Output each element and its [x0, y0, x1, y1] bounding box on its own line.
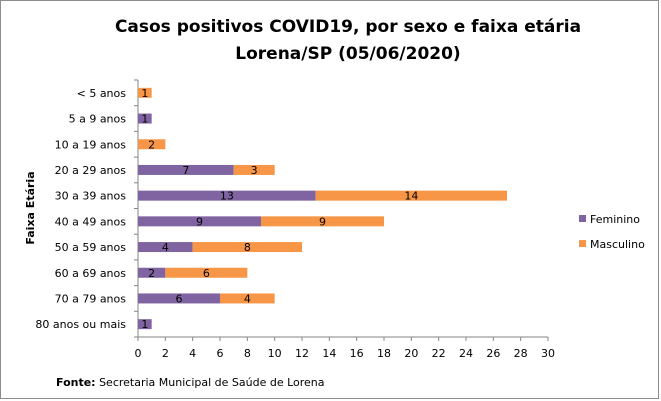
chart-title-line-1: Casos positivos COVID19, por sexo e faix…: [115, 17, 581, 37]
data-label-masculino-30-a-39-anos: 14: [404, 190, 418, 203]
data-label-feminino-70-a-79-anos: 6: [176, 292, 183, 305]
data-label-feminino-80-anos-ou-mais: 1: [141, 318, 148, 331]
x-tick-label-28: 28: [514, 347, 528, 360]
bar-feminino-30-a-39-anos: [138, 190, 316, 201]
source-note: Fonte: Secretaria Municipal de Saúde de …: [56, 376, 325, 389]
x-tick-label-10: 10: [268, 347, 282, 360]
plot-area: < 5 anos 5 a 9 anos 10 a 19 anos 20 a 29 an…: [35, 79, 555, 360]
bar-masculino-40-a-49-anos: [261, 216, 384, 227]
source-label: Fonte:: [56, 376, 96, 389]
x-tick-label-26: 26: [486, 347, 500, 360]
x-tick-label-4: 4: [189, 347, 196, 360]
y-tick-label-40-a-49-anos: 40 a 49 anos: [55, 215, 127, 228]
legend-swatch-feminino: [579, 215, 586, 222]
x-tick-label-8: 8: [244, 347, 251, 360]
legend: Feminino Masculino: [579, 213, 645, 251]
bar-masculino-60-a-69-anos: [165, 267, 248, 278]
y-tick-label-20-a-29-anos: 20 a 29 anos: [55, 164, 127, 177]
chart-title-line-2: Lorena/SP (05/06/2020): [235, 44, 460, 64]
x-tick-label-18: 18: [377, 347, 391, 360]
data-label-feminino-5-a-9-anos: 1: [141, 113, 148, 126]
y-tick-label-10-a-19-anos: 10 a 19 anos: [55, 138, 127, 151]
legend-label-feminino: Feminino: [590, 213, 640, 226]
bar-masculino-10-a-19-anos: [138, 139, 166, 150]
x-tick-label-20: 20: [404, 347, 418, 360]
bar-feminino-50-a-59-anos: [138, 242, 193, 253]
y-axis-title: Faixa Etária: [24, 171, 37, 244]
y-tick-label-30-a-39-anos: 30 a 39 anos: [55, 190, 127, 203]
y-tick-label-50-a-59-anos: 50 a 59 anos: [55, 241, 127, 254]
bar-masculino-70-a-79-anos: [220, 293, 275, 304]
data-label-feminino-50-a-59-anos: 4: [162, 241, 169, 254]
data-label-feminino-20-a-29-anos: 7: [182, 164, 189, 177]
data-label-feminino-60-a-69-anos: 2: [148, 267, 155, 280]
x-tick-label-16: 16: [350, 347, 364, 360]
y-tick-label-70-a-79-anos: 70 a 79 anos: [55, 292, 127, 305]
x-tick-label-24: 24: [459, 347, 473, 360]
y-tick-label-80-anos-ou-mais: 80 anos ou mais: [35, 318, 126, 331]
data-label-masculino-20-a-29-anos: 3: [251, 164, 258, 177]
x-tick-label-0: 0: [135, 347, 142, 360]
data-label-masculino-40-a-49-anos: 9: [319, 215, 326, 228]
data-label-feminino-40-a-49-anos: 9: [196, 215, 203, 228]
x-tick-label-14: 14: [322, 347, 336, 360]
data-label-masculino-60-a-69-anos: 6: [203, 267, 210, 280]
legend-label-masculino: Masculino: [590, 238, 645, 251]
y-tick-label-60-a-69-anos: 60 a 69 anos: [55, 267, 127, 280]
bar-feminino-20-a-29-anos: [138, 164, 234, 175]
x-tick-label-6: 6: [217, 347, 224, 360]
bar-feminino-60-a-69-anos: [138, 267, 166, 278]
bar-feminino-80-anos-ou-mais: [138, 319, 152, 330]
legend-swatch-masculino: [579, 240, 586, 247]
data-label-masculino-70-a-79-anos: 4: [244, 292, 251, 305]
bar-feminino-70-a-79-anos: [138, 293, 220, 304]
bar-masculino-30-a-39-anos: [315, 190, 507, 201]
y-tick-label-5-a-9-anos: 5 a 9 anos: [69, 113, 127, 126]
x-tick-label-12: 12: [295, 347, 309, 360]
data-label-masculino-5-anos: 1: [141, 87, 148, 100]
x-tick-label-22: 22: [432, 347, 446, 360]
source-text: Secretaria Municipal de Saúde de Lorena: [99, 376, 325, 389]
bar-feminino-40-a-49-anos: [138, 216, 261, 227]
x-tick-label-2: 2: [162, 347, 169, 360]
data-label-masculino-50-a-59-anos: 8: [244, 241, 251, 254]
data-label-masculino-10-a-19-anos: 2: [148, 138, 155, 151]
bar-masculino-20-a-29-anos: [233, 164, 275, 175]
y-tick-label-5-anos: < 5 anos: [77, 87, 127, 100]
bar-masculino-50-a-59-anos: [192, 242, 302, 253]
bar-masculino-5-anos: [138, 87, 152, 98]
x-tick-label-30: 30: [541, 347, 555, 360]
data-label-feminino-30-a-39-anos: 13: [220, 190, 234, 203]
bar-feminino-5-a-9-anos: [138, 113, 152, 124]
